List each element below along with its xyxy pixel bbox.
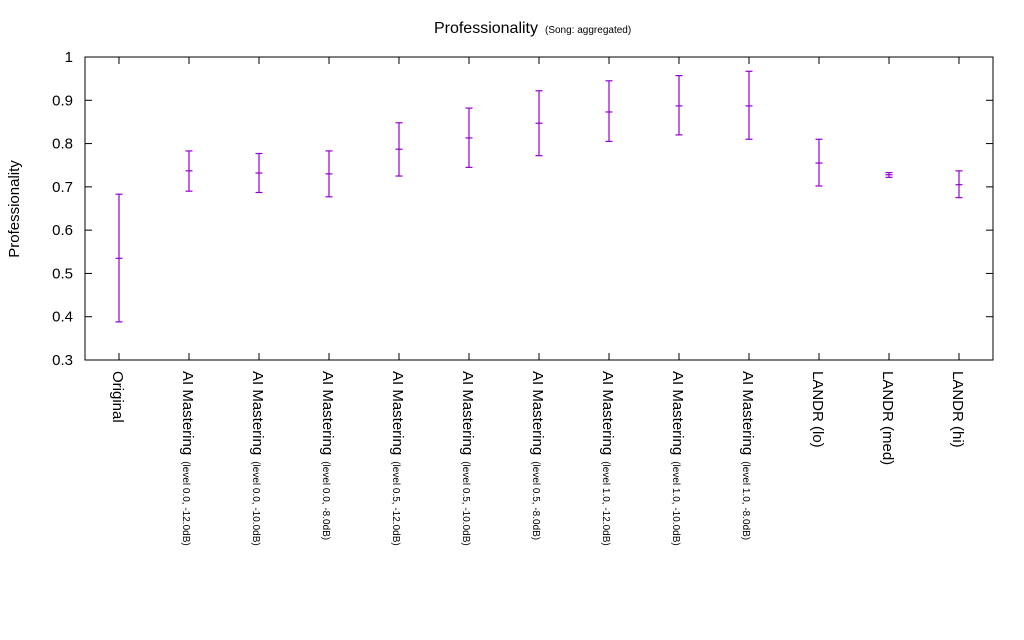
error-bar [395,122,403,177]
y-axis-label: Professionality [6,160,23,258]
x-tick-label: AI Mastering (level 0.5, -8.0dB) [529,371,546,540]
x-tick-label-main: LANDR (med) [879,371,896,465]
y-tick-label: 0.7 [52,179,73,196]
error-bar [815,138,823,187]
x-tick-label: AI Mastering (level 1.0, -8.0dB) [739,371,756,540]
x-tick-label-sub: (level 0.5, -10.0dB) [460,461,471,546]
x-tick-label-main: LANDR (lo) [809,371,826,448]
x-tick-label: AI Mastering (level 0.0, -12.0dB) [179,371,196,546]
x-tick-label-sub: (level 0.0, -8.0dB) [320,461,331,540]
x-tick-label: AI Mastering (level 0.0, -10.0dB) [249,371,266,546]
error-bar [885,171,893,178]
x-tick-label-main: AI Mastering [459,371,476,455]
x-tick-label-main: AI Mastering [319,371,336,455]
x-tick-label-main: AI Mastering [599,371,616,455]
error-bar [535,90,543,157]
x-tick-label: LANDR (hi) [949,371,966,448]
x-tick-label: AI Mastering (level 0.5, -10.0dB) [459,371,476,546]
x-tick-label-main: AI Mastering [739,371,756,455]
y-tick-label: 0.4 [52,309,73,326]
x-tick-label-main: AI Mastering [669,371,686,455]
x-tick-label-main: AI Mastering [389,371,406,455]
y-tick-label: 0.5 [52,265,73,282]
y-tick-label: 1 [65,49,73,66]
error-bar [465,107,473,168]
x-tick-label-sub: (level 1.0, -8.0dB) [740,461,751,540]
x-tick-label: AI Mastering (level 0.5, -12.0dB) [389,371,406,546]
error-bar [675,75,683,136]
x-tick-label: AI Mastering (level 1.0, -10.0dB) [669,371,686,546]
x-tick-label-main: Original [109,371,126,423]
x-tick-label-sub: (level 0.0, -12.0dB) [180,461,191,546]
chart-subtitle: (Song: aggregated) [545,25,631,36]
x-tick-label: LANDR (lo) [809,371,826,448]
chart-title: Professionality [434,20,538,37]
chart-title-main: Professionality [434,20,538,37]
x-tick-label: Original [109,371,126,423]
y-tick-label: 0.8 [52,136,73,153]
x-tick-label-main: AI Mastering [249,371,266,455]
error-bar [185,150,193,192]
error-bar [745,70,753,140]
x-axis-labels: Original AI Mastering (level 0.0, -12.0dB)… [109,371,966,546]
x-tick-label-sub: (level 0.0, -10.0dB) [250,461,261,546]
error-bar [255,152,263,194]
x-tick-label-sub: (level 0.5, -12.0dB) [390,461,401,546]
x-tick-label-sub: (level 1.0, -10.0dB) [670,461,681,546]
error-bar [955,170,963,199]
x-tick-label-sub: (level 1.0, -12.0dB) [600,461,611,546]
x-tick-label-main: AI Mastering [529,371,546,455]
error-bar [115,193,123,323]
x-tick-label: LANDR (med) [879,371,896,465]
y-tick-label: 0.6 [52,222,73,239]
y-tick-label: 0.9 [52,92,73,109]
y-tick-label: 0.3 [52,352,73,369]
x-tick-label: AI Mastering (level 0.0, -8.0dB) [319,371,336,540]
x-tick-label-sub: (level 0.5, -8.0dB) [530,461,541,540]
x-tick-label-main: LANDR (hi) [949,371,966,448]
error-bar [325,150,333,198]
error-bar [605,80,613,143]
x-tick-label: AI Mastering (level 1.0, -12.0dB) [599,371,616,546]
y-axis-ticks: 0.3 0.4 0.5 0.6 0.7 0.8 0.9 1 [52,49,993,369]
x-tick-label-main: AI Mastering [179,371,196,455]
error-bar-series [115,57,963,360]
